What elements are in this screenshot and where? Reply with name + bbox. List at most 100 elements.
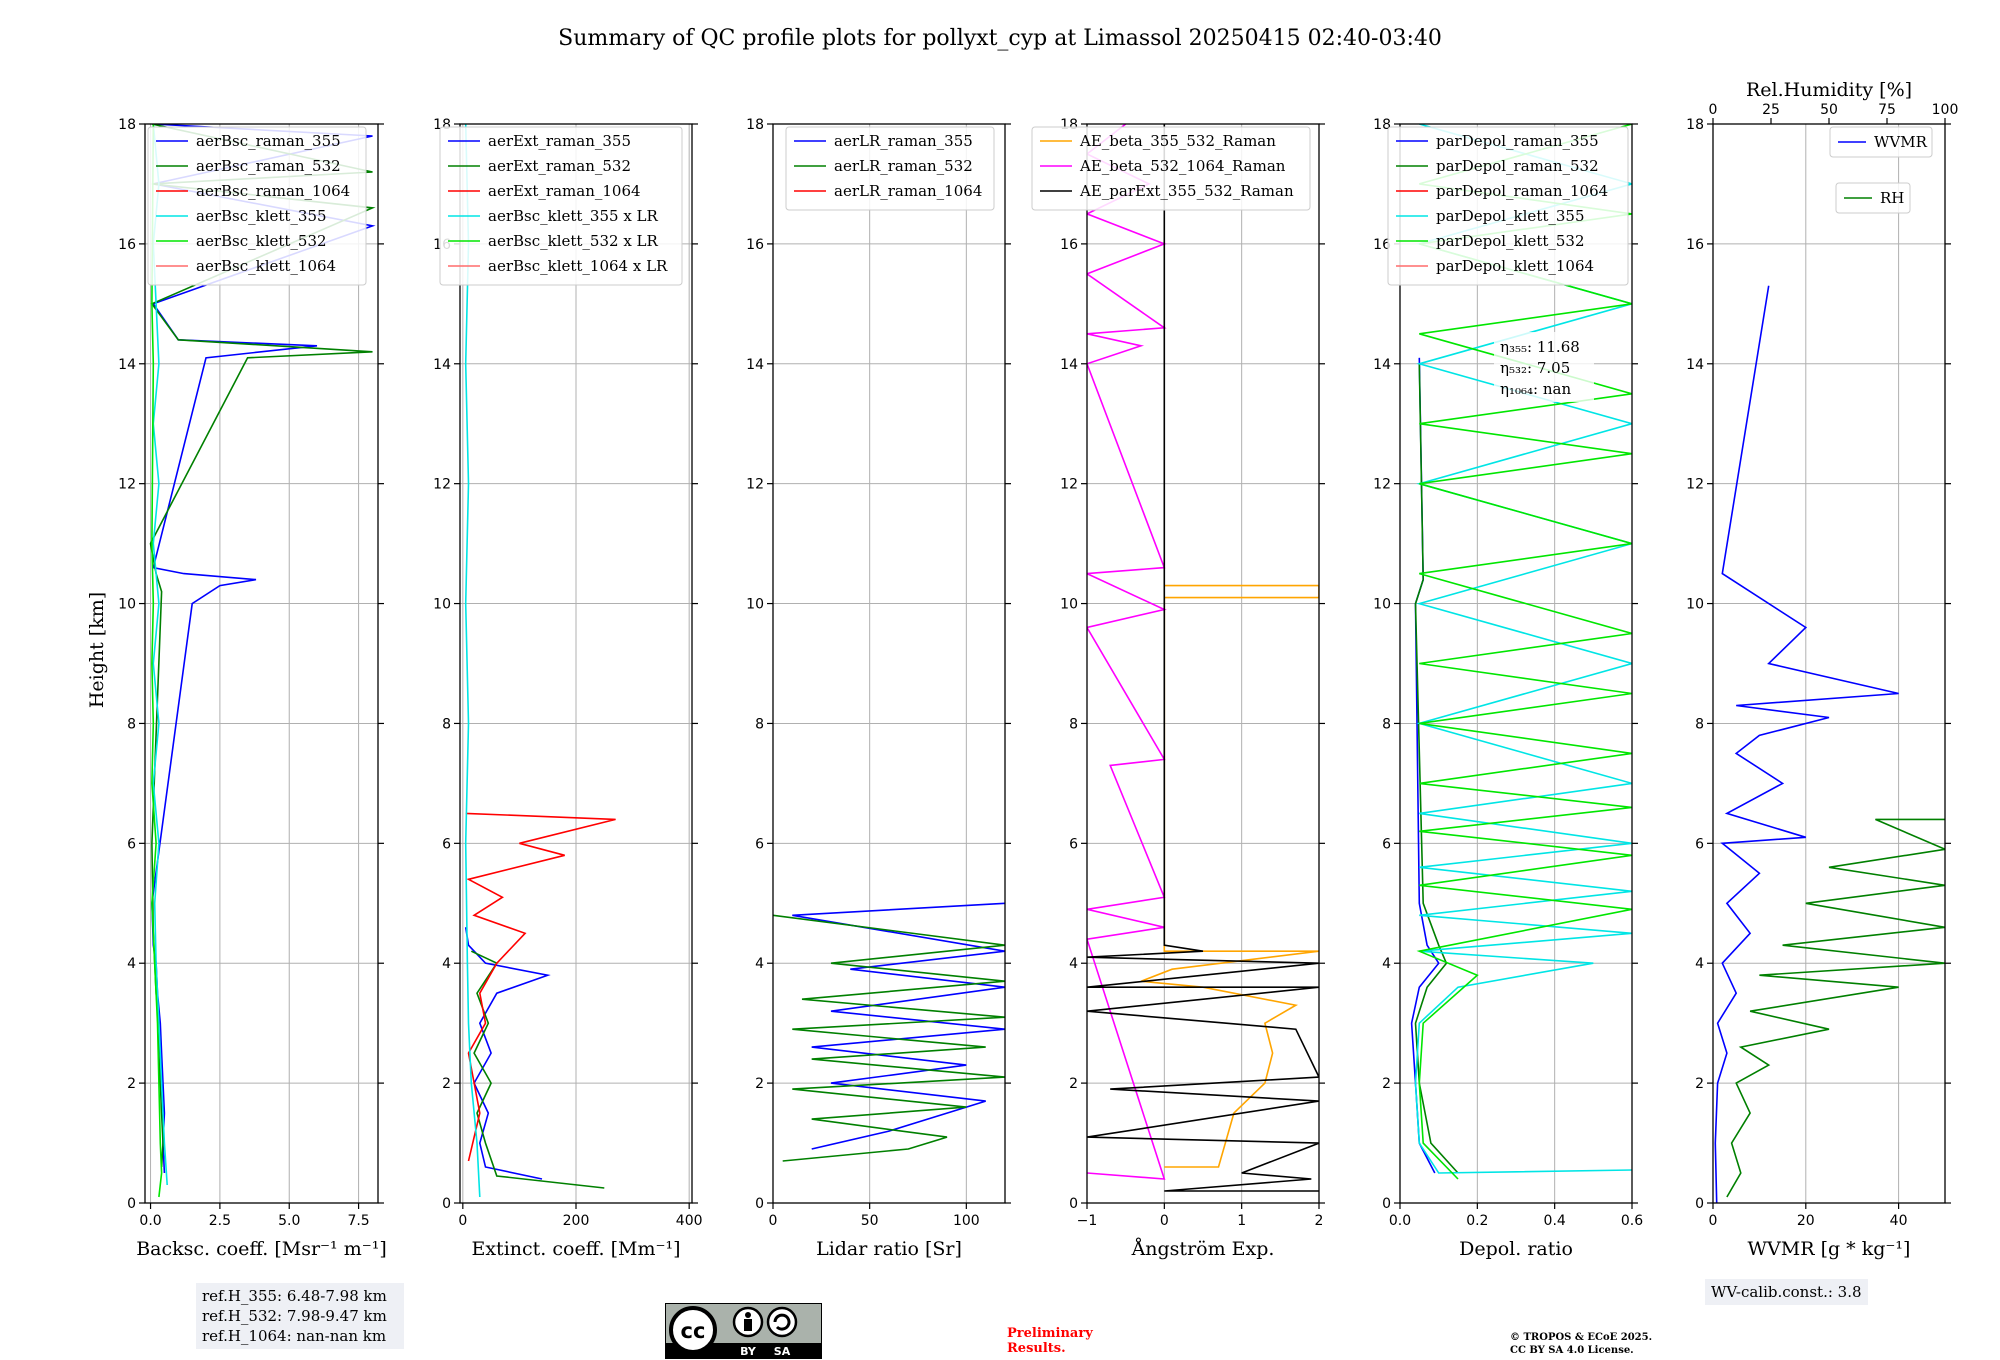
x-tick-label: 200 [563, 1213, 590, 1229]
series-line-aerExt_raman_532 [470, 950, 605, 1189]
series-line-aerBsc_klett_355 x LR [464, 124, 481, 1198]
x-tick-label: 0.2 [1466, 1213, 1488, 1229]
legend-label: parDepol_klett_355 [1436, 207, 1585, 225]
y-tick-label: 16 [118, 237, 136, 253]
legend-label: aerBsc_raman_1064 [196, 182, 350, 200]
y-tick-label: 12 [1060, 477, 1078, 493]
svg-text:cc: cc [681, 1319, 706, 1343]
x-tick-label: −1 [1077, 1213, 1098, 1229]
y-tick-label: 18 [118, 117, 136, 133]
eta-annotation-eta532: η₅₃₂: 7.05 [1500, 359, 1570, 377]
legend-label: parDepol_raman_355 [1436, 132, 1599, 150]
refh-355: ref.H_355: 6.48-7.98 km [202, 1287, 387, 1305]
legend-label: parDepol_raman_1064 [1436, 182, 1608, 200]
y-tick-label: 16 [1686, 237, 1704, 253]
y-tick-label: 10 [1686, 597, 1704, 613]
series-line-aerLR_raman_532 [773, 914, 1005, 1162]
y-tick-label: 14 [1060, 357, 1078, 373]
x-axis-label: Depol. ratio [1459, 1238, 1573, 1260]
x-tick-label: 0 [769, 1213, 778, 1229]
y-tick-label: 10 [746, 597, 764, 613]
axes-frame [1399, 123, 1633, 1204]
eta-annotation-box [1494, 332, 1594, 402]
x-tick-label: 0.6 [1621, 1213, 1643, 1229]
y-tick-label: 4 [442, 956, 451, 972]
legend-label: aerBsc_raman_355 [196, 132, 341, 150]
series-line-WVMR [1714, 285, 1899, 1203]
y-tick-label: 6 [127, 836, 136, 852]
preliminary-line-2: Results. [1007, 1341, 1066, 1356]
legend-label: aerBsc_raman_532 [196, 157, 341, 175]
x-tick-label: 0 [1709, 1213, 1718, 1229]
series-line-AE_beta_532_1064_Raman [1087, 124, 1167, 1180]
legend-label: parDepol_klett_532 [1436, 232, 1585, 250]
refh-532: ref.H_532: 7.98-9.47 km [202, 1307, 387, 1325]
legend-label: aerBsc_klett_1064 [196, 257, 336, 275]
x-tick-label: 0 [1160, 1213, 1169, 1229]
legend-label: aerLR_raman_532 [834, 157, 973, 175]
copyright-line-1: © TROPOS & ECoE 2025. [1510, 1332, 1653, 1343]
series-line-aerExt_raman_355 [464, 927, 551, 1180]
x-tick-label: 0 [458, 1213, 467, 1229]
cc-by-sa-logo: cc BY SA [665, 1303, 822, 1359]
x-tick-label: 0.0 [1389, 1213, 1411, 1229]
x-tick-label: 400 [676, 1213, 703, 1229]
series-line-aerBsc_klett_355 [152, 124, 168, 1186]
y-tick-label: 4 [1695, 956, 1704, 972]
legend-label: WVMR [1874, 133, 1928, 151]
y-tick-label: 18 [1686, 117, 1704, 133]
series-line-parDepol_klett_355 [1414, 124, 1632, 1174]
y-tick-label: 0 [1382, 1196, 1391, 1212]
y-tick-label: 2 [1382, 1076, 1391, 1092]
y-tick-label: 0 [755, 1196, 764, 1212]
x-tick-label: 2 [1315, 1213, 1324, 1229]
cc-icon [669, 1306, 717, 1354]
cc-by-label: BY [740, 1345, 757, 1358]
y-tick-label: 14 [1686, 357, 1704, 373]
legend-box [1031, 126, 1311, 211]
axes-frame [144, 123, 379, 1204]
series-line-aerExt_raman_1064 [465, 812, 616, 1162]
y-tick-label: 8 [1382, 716, 1391, 732]
top-x-tick-label: 75 [1878, 102, 1896, 118]
x-tick-label: 50 [861, 1213, 879, 1229]
y-tick-label: 18 [1373, 117, 1391, 133]
figure-title: Summary of QC profile plots for pollyxt_… [558, 26, 1442, 51]
y-tick-label: 6 [755, 836, 764, 852]
y-tick-label: 0 [1069, 1196, 1078, 1212]
legend-box [147, 126, 367, 286]
refh-1064: ref.H_1064: nan-nan km [202, 1327, 387, 1345]
y-tick-label: 16 [1060, 237, 1078, 253]
y-tick-label: 10 [118, 597, 136, 613]
legend-label: aerExt_raman_532 [488, 157, 631, 175]
legend-label: aerExt_raman_1064 [488, 182, 641, 200]
x-tick-label: 7.5 [347, 1213, 369, 1229]
legend-label: AE_parExt_355_532_Raman [1079, 182, 1294, 200]
legend-label: aerLR_raman_1064 [834, 182, 982, 200]
legend-box [439, 126, 683, 286]
y-tick-label: 0 [1695, 1196, 1704, 1212]
legend-label: aerBsc_klett_532 x LR [488, 232, 659, 250]
y-tick-label: 8 [127, 716, 136, 732]
reference-height-box: ref.H_355: 6.48-7.98 km ref.H_532: 7.98-… [196, 1283, 404, 1349]
x-tick-label: 0.0 [139, 1213, 161, 1229]
legend-box [1835, 182, 1911, 214]
copyright-note: © TROPOS & ECoE 2025. CC BY SA 4.0 Licen… [1510, 1331, 1652, 1357]
y-tick-label: 0 [127, 1196, 136, 1212]
preliminary-note: Preliminary Results. [1007, 1326, 1093, 1356]
series-line-AE_beta_355_532_Raman [1140, 584, 1319, 1168]
wv-calibration-box: WV-calib.const.: 3.8 [1705, 1279, 1868, 1305]
y-axis-label: Height [km] [86, 592, 108, 708]
y-tick-label: 8 [1695, 716, 1704, 732]
legend-label: parDepol_klett_1064 [1436, 257, 1594, 275]
y-tick-label: 6 [1069, 836, 1078, 852]
legend-label: aerLR_raman_355 [834, 132, 973, 150]
y-tick-label: 16 [746, 237, 764, 253]
y-tick-label: 16 [1373, 237, 1391, 253]
y-tick-label: 14 [746, 357, 764, 373]
legend-box [1829, 126, 1933, 158]
top-x-tick-label: 100 [1932, 102, 1959, 118]
wv-calib-text: WV-calib.const.: 3.8 [1711, 1283, 1862, 1301]
panel-ext: 0246810121416180200400Extinct. coeff. [M… [433, 117, 702, 1260]
